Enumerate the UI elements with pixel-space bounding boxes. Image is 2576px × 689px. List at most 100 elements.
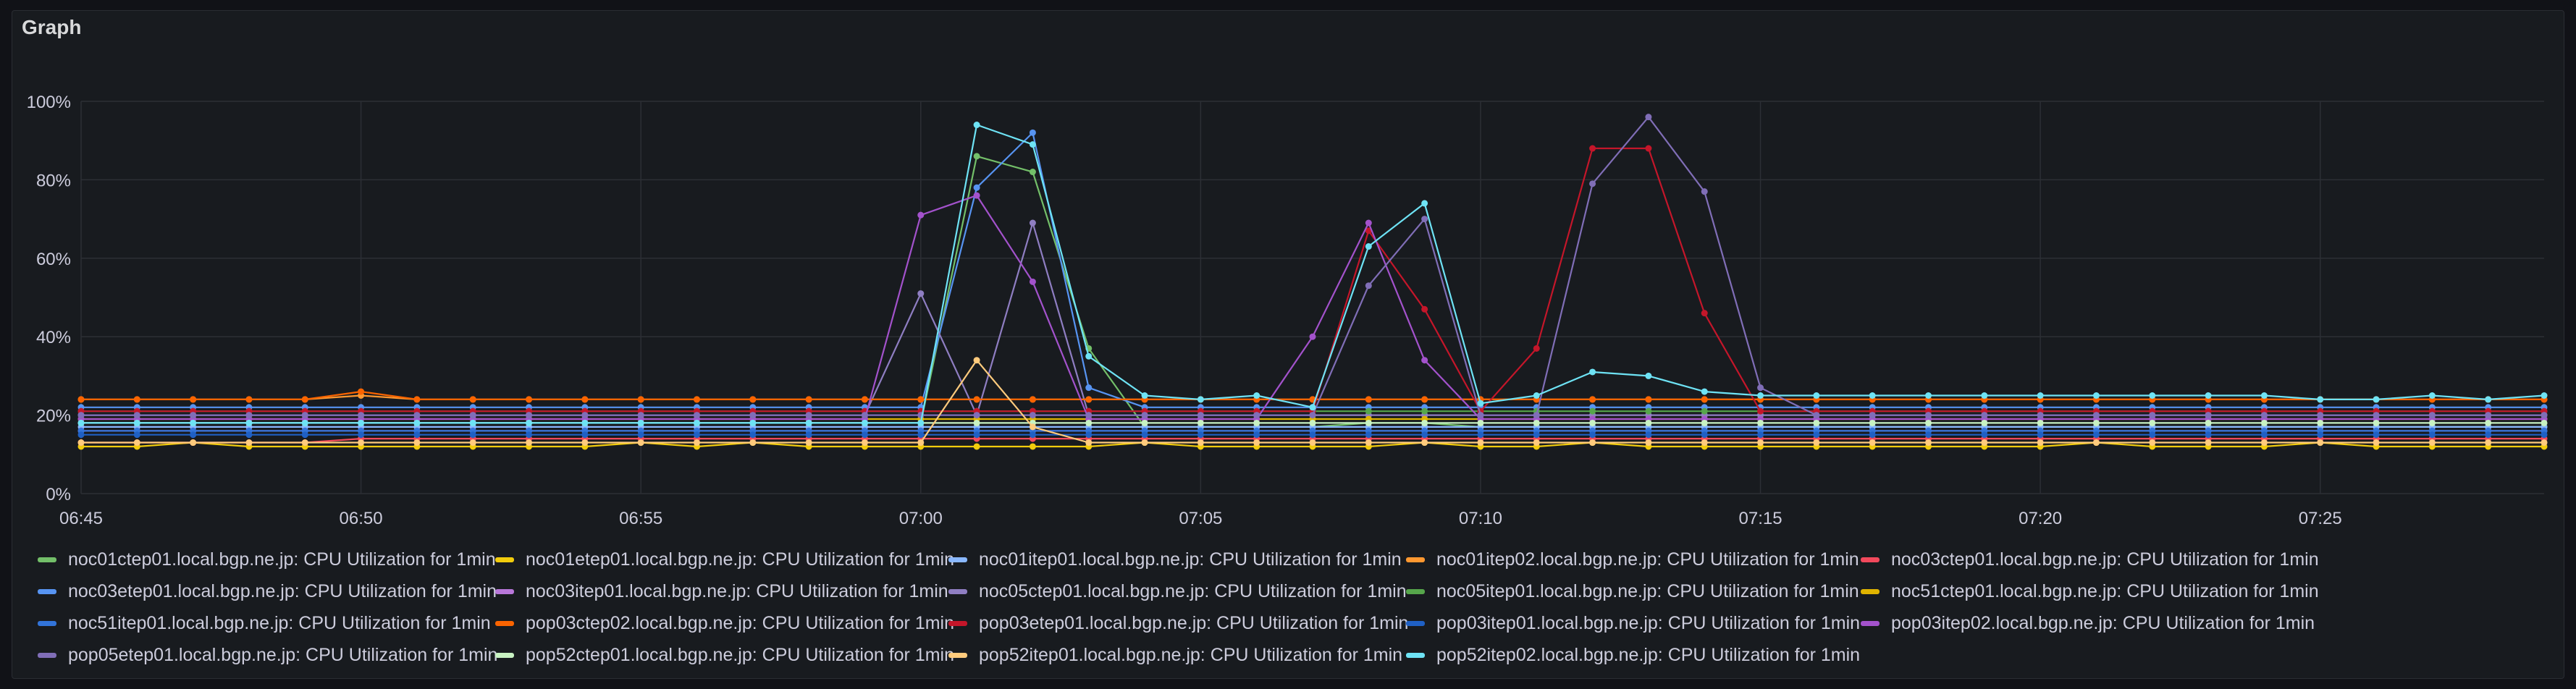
data-point[interactable] [2205,412,2212,419]
data-point[interactable] [581,412,589,419]
data-point[interactable] [1701,431,1708,439]
data-point[interactable] [637,439,644,447]
data-point[interactable] [2092,419,2100,426]
legend-item[interactable]: pop03itep01.local.bgp.ne.jp: CPU Utiliza… [1406,609,1860,638]
data-point[interactable] [1141,419,1148,426]
data-point[interactable] [1365,243,1372,250]
data-point[interactable] [190,396,197,403]
data-point[interactable] [1029,443,1036,450]
data-point[interactable] [2260,439,2268,447]
data-point[interactable] [1757,392,1764,399]
data-point[interactable] [1421,216,1428,223]
data-point[interactable] [1197,412,1204,419]
data-point[interactable] [1533,344,1540,352]
data-point[interactable] [1813,419,1820,426]
data-point[interactable] [1029,412,1036,419]
data-point[interactable] [2205,439,2212,447]
data-point[interactable] [973,122,980,129]
data-point[interactable] [1141,412,1148,419]
data-point[interactable] [637,412,644,419]
data-point[interactable] [190,419,197,426]
data-point[interactable] [1813,412,1820,419]
data-point[interactable] [1421,419,1428,426]
data-point[interactable] [2373,431,2380,439]
data-point[interactable] [1365,431,1372,439]
data-point[interactable] [77,439,85,447]
data-point[interactable] [1533,412,1540,419]
data-point[interactable] [133,396,140,403]
data-point[interactable] [1029,431,1036,439]
data-point[interactable] [1029,278,1036,285]
data-point[interactable] [1589,368,1596,376]
data-point[interactable] [1533,419,1540,426]
legend-item[interactable]: pop05etep01.local.bgp.ne.jp: CPU Utiliza… [38,641,497,669]
data-point[interactable] [1309,404,1316,411]
data-point[interactable] [301,412,308,419]
data-point[interactable] [1421,396,1428,403]
data-point[interactable] [917,396,925,403]
data-point[interactable] [2260,392,2268,399]
data-point[interactable] [1421,200,1428,207]
data-point[interactable] [1589,439,1596,447]
data-point[interactable] [1085,431,1093,439]
series-pop52itep01[interactable] [77,357,2548,447]
data-point[interactable] [1309,412,1316,419]
data-point[interactable] [133,439,140,447]
series-pop03itep01[interactable] [77,431,2548,439]
data-point[interactable] [1421,407,1428,415]
data-point[interactable] [245,419,253,426]
data-point[interactable] [190,431,197,439]
data-point[interactable] [1645,439,1652,447]
data-point[interactable] [1981,412,1988,419]
data-point[interactable] [2149,439,2156,447]
legend-item[interactable]: noc01itep02.local.bgp.ne.jp: CPU Utiliza… [1406,545,1859,574]
data-point[interactable] [1141,392,1148,399]
legend-item[interactable]: noc01etep01.local.bgp.ne.jp: CPU Utiliza… [495,545,954,574]
data-point[interactable] [469,419,476,426]
data-point[interactable] [1645,407,1652,415]
data-point[interactable] [1981,439,1988,447]
data-point[interactable] [2037,412,2044,419]
data-point[interactable] [245,396,253,403]
data-point[interactable] [1253,392,1260,399]
data-point[interactable] [1477,431,1484,439]
data-point[interactable] [1757,419,1764,426]
data-point[interactable] [2149,412,2156,419]
data-point[interactable] [1589,180,1596,187]
data-point[interactable] [1477,439,1484,447]
data-point[interactable] [2317,412,2324,419]
data-point[interactable] [358,388,365,395]
data-point[interactable] [581,439,589,447]
data-point[interactable] [245,439,253,447]
data-point[interactable] [2037,392,2044,399]
data-point[interactable] [526,431,533,439]
data-point[interactable] [1869,439,1876,447]
data-point[interactable] [2373,412,2380,419]
data-point[interactable] [133,412,140,419]
data-point[interactable] [749,439,757,447]
data-point[interactable] [1701,388,1708,395]
data-point[interactable] [133,431,140,439]
data-point[interactable] [2149,431,2156,439]
data-point[interactable] [358,419,365,426]
data-point[interactable] [1365,396,1372,403]
data-point[interactable] [1421,431,1428,439]
data-point[interactable] [973,192,980,199]
data-point[interactable] [1029,423,1036,431]
panel-title[interactable]: Graph [22,16,82,38]
data-point[interactable] [749,419,757,426]
data-point[interactable] [694,396,700,403]
data-point[interactable] [2149,392,2156,399]
data-point[interactable] [1645,419,1652,426]
data-point[interactable] [2485,431,2492,439]
data-point[interactable] [1141,431,1148,439]
data-point[interactable] [301,419,308,426]
data-point[interactable] [1421,357,1428,364]
data-point[interactable] [861,439,868,447]
data-point[interactable] [1925,439,1932,447]
data-point[interactable] [2541,439,2548,447]
data-point[interactable] [694,419,700,426]
data-point[interactable] [1029,169,1036,176]
data-point[interactable] [805,439,812,447]
data-point[interactable] [2373,419,2380,426]
